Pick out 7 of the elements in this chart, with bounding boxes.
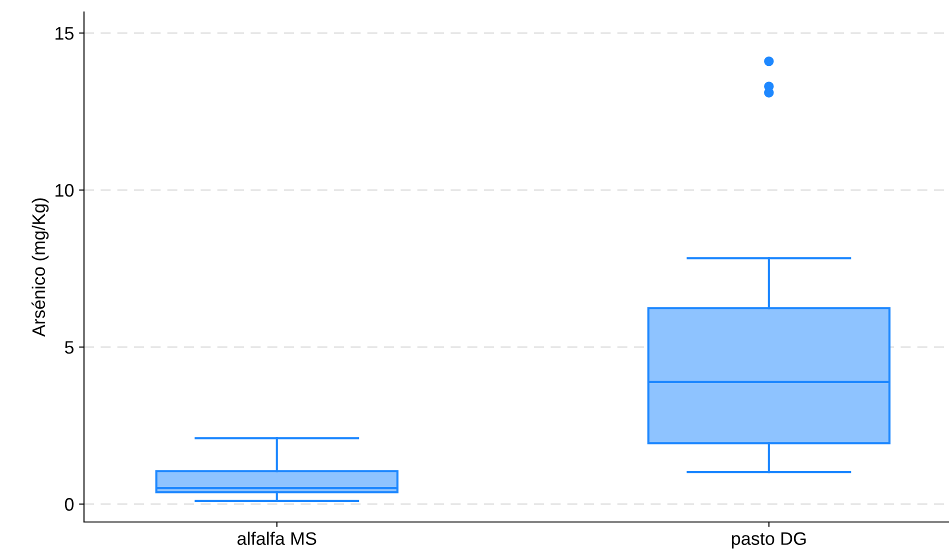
x-tick-label: alfalfa MS — [238, 532, 316, 545]
x-tick-label: pasto DG — [732, 532, 806, 549]
y-tick-label: 15 — [56, 27, 74, 40]
y-tick-label: 5 — [64, 341, 74, 354]
y-tick-label: 0 — [64, 498, 74, 511]
y-tick-label: 10 — [56, 184, 74, 197]
y-axis-title: Arsénico (mg/Kg) — [32, 198, 49, 337]
